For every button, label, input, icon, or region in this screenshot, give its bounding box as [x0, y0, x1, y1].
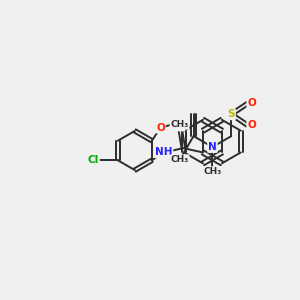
Text: Cl: Cl	[88, 155, 99, 165]
Text: CH₃: CH₃	[170, 155, 189, 164]
Text: O: O	[247, 120, 256, 130]
Text: N: N	[208, 142, 217, 152]
Text: S: S	[227, 109, 235, 119]
Text: O: O	[176, 121, 184, 130]
Text: NH: NH	[155, 148, 172, 158]
Text: O: O	[247, 98, 256, 108]
Text: O: O	[156, 123, 165, 133]
Text: CH₃: CH₃	[170, 120, 189, 129]
Text: CH₃: CH₃	[203, 167, 221, 176]
